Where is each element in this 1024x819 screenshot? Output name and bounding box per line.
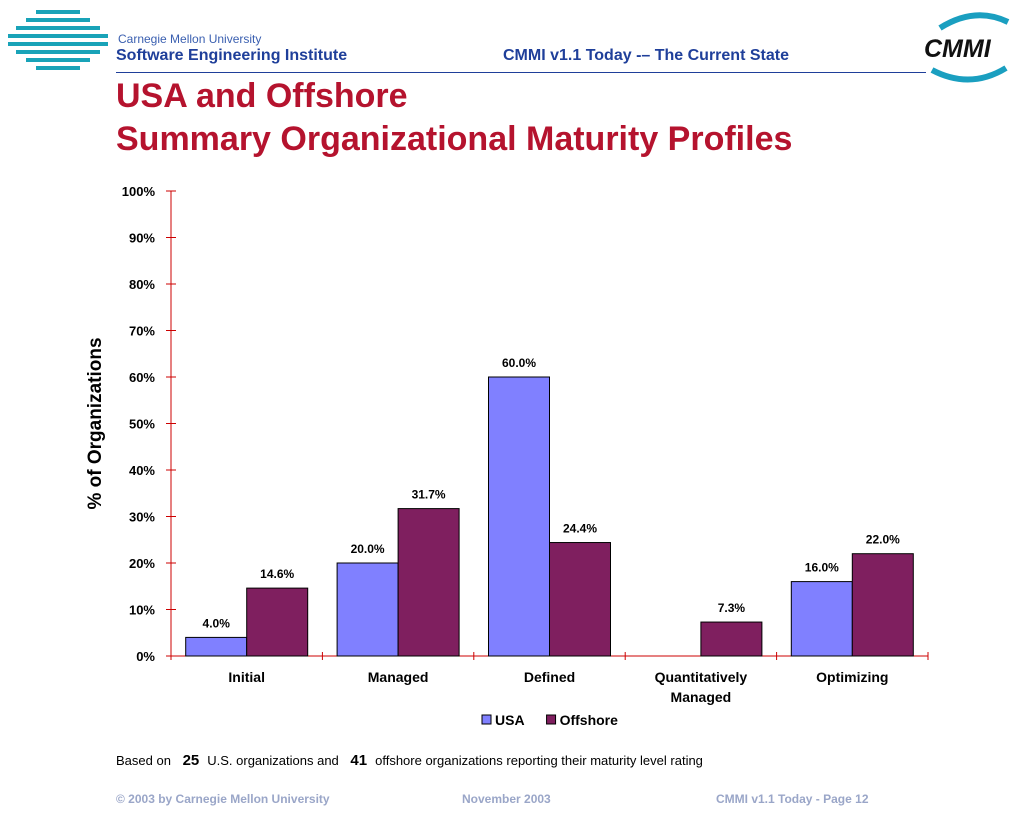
footnote-prefix: Based on: [116, 753, 171, 768]
bar-data-label: 31.7%: [412, 488, 446, 502]
legend-swatch-usa: [481, 714, 492, 725]
y-tick-label: 0%: [136, 649, 155, 664]
x-category-label: Defined: [524, 669, 575, 685]
y-tick-label: 90%: [129, 231, 155, 246]
bar-usa: [185, 636, 248, 657]
cmu-label: Carnegie Mellon University: [118, 32, 262, 46]
x-category-label: Managed: [368, 669, 429, 685]
bar-usa: [488, 376, 550, 657]
bar-data-label: 24.4%: [563, 522, 597, 536]
bar-data-label: 4.0%: [203, 616, 231, 630]
sei-logo: [8, 10, 108, 70]
footnote-offshore-count: 41: [350, 752, 368, 769]
bar-usa: [790, 581, 853, 657]
bar-offshore: [246, 587, 309, 657]
footer-page: CMMI v1.1 Today - Page 12: [716, 792, 869, 806]
y-tick-label: 100%: [122, 184, 156, 199]
footnote: Based on 25 U.S. organizations and 41 offs…: [116, 752, 703, 769]
x-category-label: Managed: [671, 689, 732, 705]
bar-data-label: 20.0%: [351, 542, 385, 556]
y-tick-label: 80%: [129, 277, 155, 292]
bar-offshore: [851, 553, 914, 657]
maturity-profile-chart: 0% 10% 20% 30% 40% 50% 60% 70% 80% 90% 100% % of Or…: [85, 184, 929, 728]
sei-label: Software Engineering Institute: [116, 47, 348, 64]
x-category-label: Optimizing: [816, 669, 888, 685]
footer-copyright: © 2003 by Carnegie Mellon University: [116, 792, 330, 806]
bar-offshore: [700, 621, 763, 657]
bar-data-label: 60.0%: [502, 356, 536, 370]
bar-usa: [336, 562, 399, 657]
bar-data-label: 14.6%: [260, 567, 294, 581]
y-tick-label: 50%: [129, 417, 155, 432]
x-category-label: Quantitatively: [655, 669, 748, 685]
y-tick-label: 20%: [129, 556, 155, 571]
bar-data-label: 7.3%: [718, 601, 746, 615]
y-axis-title: % of Organizations: [85, 337, 106, 509]
footnote-middle: U.S. organizations and: [207, 753, 339, 768]
bar-data-label: 22.0%: [866, 533, 900, 547]
slide-title-line1: USA and Offshore: [116, 77, 408, 115]
footer-date: November 2003: [462, 792, 551, 806]
bar-data-label: 16.0%: [805, 561, 839, 575]
y-tick-label: 30%: [129, 510, 155, 525]
y-tick-label: 40%: [129, 463, 155, 478]
y-tick-label: 10%: [129, 603, 155, 618]
y-tick-label: 70%: [129, 324, 155, 339]
legend-label-usa: USA: [495, 712, 525, 728]
bar-offshore: [549, 542, 611, 657]
cmmi-logo-text: CMMI: [924, 35, 992, 63]
bar-offshore: [397, 508, 460, 657]
x-category-label: Initial: [228, 669, 265, 685]
slide-title-line2: Summary Organizational Maturity Profiles: [116, 120, 793, 158]
cmmi-logo: CMMI: [924, 12, 1010, 83]
footnote-us-count: 25: [182, 752, 200, 769]
legend-label-offshore: Offshore: [560, 712, 619, 728]
header-title: CMMI v1.1 Today -– The Current State: [503, 47, 789, 64]
footnote-suffix: offshore organizations reporting their m…: [375, 753, 703, 768]
y-tick-label: 60%: [129, 370, 155, 385]
legend-swatch-offshore: [546, 714, 557, 725]
header-rule: [116, 72, 926, 73]
